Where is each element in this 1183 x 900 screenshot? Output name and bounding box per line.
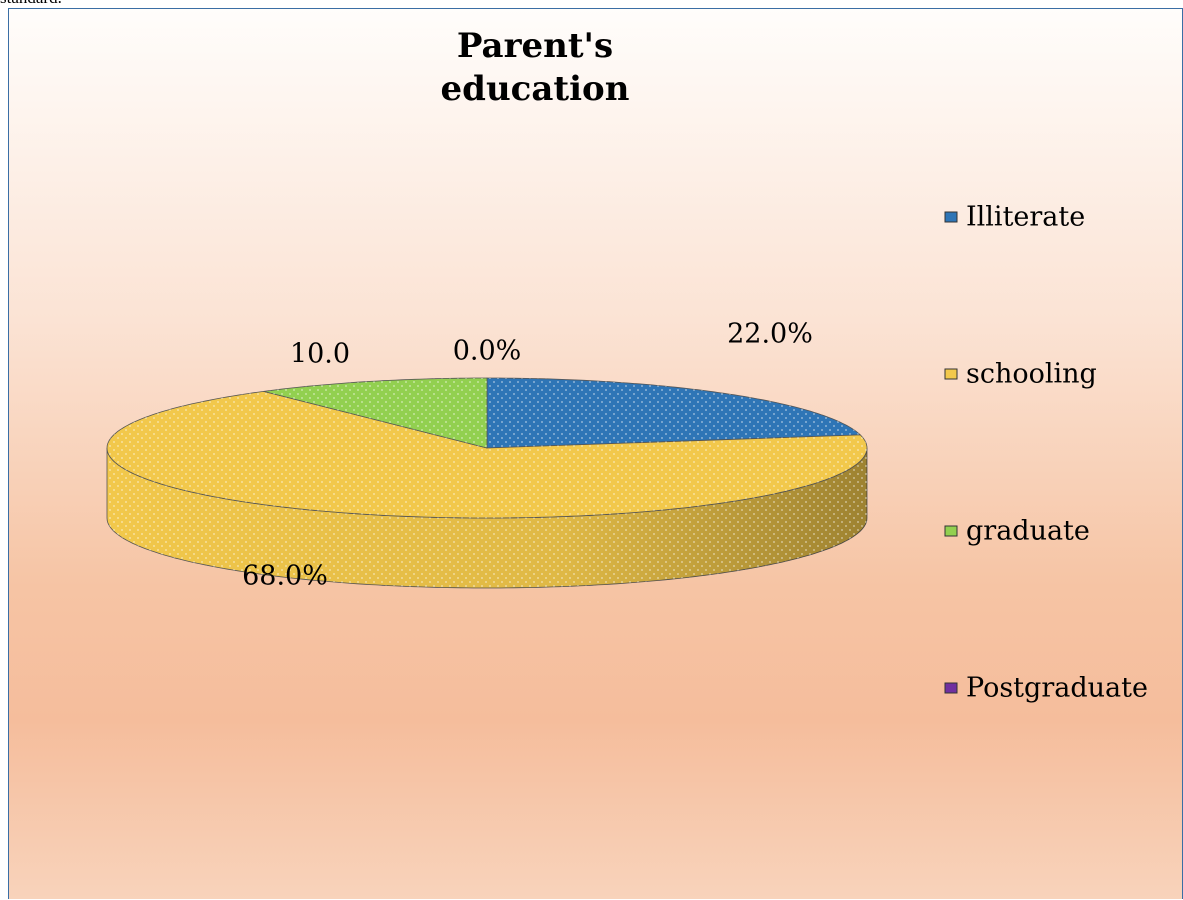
legend-label: Postgraduate — [966, 673, 1148, 704]
slice-pattern — [263, 378, 487, 448]
legend-label: graduate — [966, 516, 1090, 547]
data-label: 22.0% — [727, 319, 813, 350]
chart-title: Parent's education — [440, 26, 630, 109]
data-label: 68.0% — [242, 561, 328, 592]
legend-swatch — [944, 211, 958, 223]
data-label: 10.0 — [290, 339, 350, 370]
legend-label: schooling — [966, 359, 1097, 390]
legend-swatch — [944, 525, 958, 537]
legend-swatch — [944, 368, 958, 380]
slice-pattern — [107, 391, 867, 518]
legend-label: Illiterate — [966, 202, 1085, 233]
data-label: 0.0% — [453, 336, 522, 367]
legend-swatch — [944, 682, 958, 694]
caption-fragment: standard. — [0, 0, 62, 8]
slice-pattern — [487, 378, 861, 448]
